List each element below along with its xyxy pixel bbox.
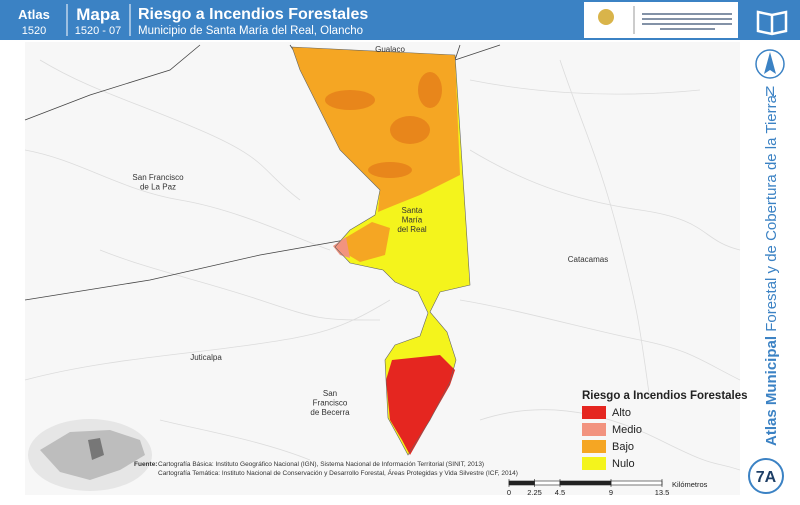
legend: Riesgo a Incendios Forestales Alto Medio B… xyxy=(582,390,748,470)
place-label: Catacamas xyxy=(568,255,608,264)
place-label: San Francisco de Becerra xyxy=(310,389,350,417)
legend-label: Bajo xyxy=(612,441,634,453)
logo-lines xyxy=(642,13,732,30)
legend-label: Medio xyxy=(612,424,642,436)
source-line: Cartografía Temática: Instituto Nacional… xyxy=(158,468,518,477)
roads xyxy=(24,59,741,471)
place-line: Juticalpa xyxy=(190,353,222,362)
scale-label: 9 xyxy=(609,488,613,497)
atlas-label: Atlas xyxy=(18,7,50,22)
map-label: Mapa xyxy=(76,5,120,24)
risk-bajo-low xyxy=(340,222,390,262)
scale-label: 2.25 xyxy=(527,488,542,497)
book-icon xyxy=(756,10,788,36)
series-rest: Forestal y de Cobertura de la Tierra xyxy=(763,94,780,336)
place-line: de Becerra xyxy=(310,408,350,417)
map-area xyxy=(24,42,741,495)
legend-swatch xyxy=(582,440,606,453)
sheet-circle xyxy=(748,458,784,494)
scale-unit: Kilómetros xyxy=(672,480,708,489)
risk-bajo xyxy=(292,47,460,212)
scale-label: 4.5 xyxy=(555,488,565,497)
scale-segment xyxy=(534,480,561,486)
scale-label: 13.5 xyxy=(655,488,670,497)
place-label: Santa María del Real xyxy=(397,206,427,234)
risk-texture xyxy=(325,72,442,178)
risk-medio xyxy=(333,237,350,258)
legend-label: Alto xyxy=(612,407,631,419)
legend-swatch xyxy=(582,423,606,436)
map-number: 1520 - 07 xyxy=(75,25,121,37)
title: Riesgo a Incendios Forestales xyxy=(138,6,368,23)
subtitle: Municipio de Santa María del Real, Olanc… xyxy=(138,25,363,37)
place-line: de La Paz xyxy=(140,183,176,192)
inset-map xyxy=(28,419,152,491)
scale-segment xyxy=(508,480,535,486)
place-label: San Francisco de La Paz xyxy=(132,173,184,192)
legend-label: Nulo xyxy=(612,458,635,470)
scale-segment xyxy=(610,480,663,486)
place-line: María xyxy=(402,216,423,225)
legend-swatch xyxy=(582,406,606,419)
series-bold: Atlas Municipal xyxy=(763,336,780,446)
place-line: Francisco xyxy=(313,399,348,408)
logo-emblem xyxy=(598,9,614,25)
source-line: Cartografía Básica: Instituto Geográfico… xyxy=(158,461,484,468)
scale-label: 0 xyxy=(507,488,511,497)
municipality-outline xyxy=(291,46,471,456)
place-label: Gualaco xyxy=(375,45,405,54)
source-label: Fuente: xyxy=(134,461,157,468)
series-title: Atlas Municipal Forestal y de Cobertura … xyxy=(763,94,780,446)
north-arrow xyxy=(764,52,776,74)
place-line: del Real xyxy=(397,225,427,234)
place-line: Santa xyxy=(402,206,423,215)
atlas-number: 1520 xyxy=(22,25,46,37)
north-label: N xyxy=(765,83,775,99)
place-label: Juticalpa xyxy=(190,353,222,362)
risk-alto xyxy=(386,355,455,455)
sheet-label: 7A xyxy=(756,469,777,486)
scale-segment xyxy=(559,480,612,486)
source: Fuente: Cartografía Básica: Instituto Ge… xyxy=(134,461,518,477)
place-line: San xyxy=(323,389,337,398)
legend-title: Riesgo a Incendios Forestales xyxy=(582,390,748,402)
north-circle xyxy=(755,49,785,79)
place-line: San Francisco xyxy=(132,173,184,182)
place-line: Gualaco xyxy=(375,45,405,54)
legend-swatch xyxy=(582,457,606,470)
place-line: Catacamas xyxy=(568,255,608,264)
